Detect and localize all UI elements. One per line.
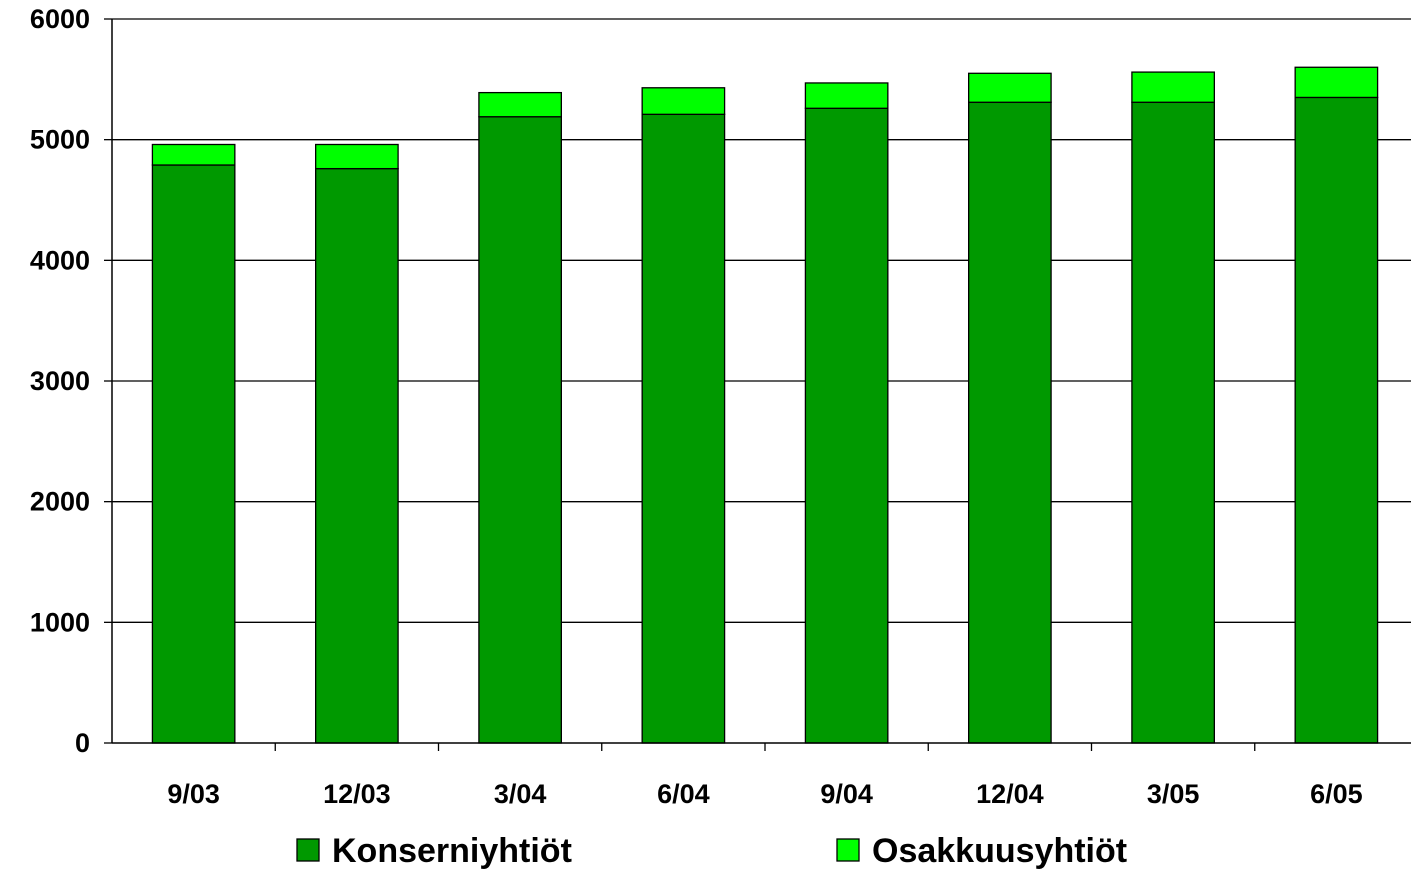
bar-konserniyhtiot-6-04: [641, 113, 726, 744]
x-tick-label: 12/04: [976, 779, 1044, 809]
x-tick-label: 9/04: [820, 779, 873, 809]
y-tick-label: 0: [75, 728, 90, 758]
y-tick-label: 4000: [30, 245, 90, 275]
bar-konserniyhtiot-9-04: [804, 107, 889, 744]
legend-label-konserniyhtiot: Konserniyhtiöt: [332, 832, 572, 870]
y-tick-labels: 0 1000 2000 3000 4000 5000 6000: [30, 4, 90, 758]
x-tick-label: 12/03: [323, 779, 391, 809]
y-tick-label: 3000: [30, 366, 90, 396]
legend-label-osakkuusyhtiot: Osakkuusyhtiöt: [872, 832, 1127, 870]
bars: [151, 66, 1379, 744]
bar-osakkuusyhtiot-6-04: [641, 87, 726, 115]
bar-osakkuusyhtiot-3-04: [478, 91, 562, 118]
y-tick-label: 6000: [30, 4, 90, 34]
bar-osakkuusyhtiot-6-05: [1294, 66, 1379, 99]
bar-konserniyhtiot-9-03: [151, 164, 236, 744]
bar-konserniyhtiot-3-04: [478, 116, 562, 744]
bar-osakkuusyhtiot-3-05: [1131, 71, 1215, 103]
y-tick-label: 2000: [30, 487, 90, 517]
bar-konserniyhtiot-12-03: [315, 167, 399, 744]
bar-osakkuusyhtiot-9-04: [804, 82, 889, 109]
x-tick-label: 6/05: [1310, 779, 1363, 809]
axes: [104, 18, 1411, 751]
legend-swatch-osakkuusyhtiot: [836, 838, 860, 862]
x-tick-label: 6/04: [657, 779, 710, 809]
x-tick-label: 3/04: [494, 779, 547, 809]
x-tick-label: 3/05: [1147, 779, 1200, 809]
bar-konserniyhtiot-12-04: [968, 101, 1052, 744]
legend: Konserniyhtiöt Osakkuusyhtiöt: [296, 832, 1127, 870]
bar-osakkuusyhtiot-12-04: [968, 72, 1052, 103]
legend-swatch-konserniyhtiot: [296, 838, 320, 862]
bar-osakkuusyhtiot-9-03: [151, 143, 236, 166]
x-tick-labels: 9/03 12/03 3/04 6/04 9/04 12/04 3/05 6/05: [167, 779, 1362, 809]
bar-osakkuusyhtiot-12-03: [315, 143, 399, 170]
bar-konserniyhtiot-3-05: [1131, 101, 1215, 744]
gridlines: [112, 18, 1411, 623]
bar-konserniyhtiot-6-05: [1294, 96, 1379, 744]
y-tick-label: 1000: [30, 607, 90, 637]
y-tick-label: 5000: [30, 125, 90, 155]
x-tick-label: 9/03: [167, 779, 220, 809]
